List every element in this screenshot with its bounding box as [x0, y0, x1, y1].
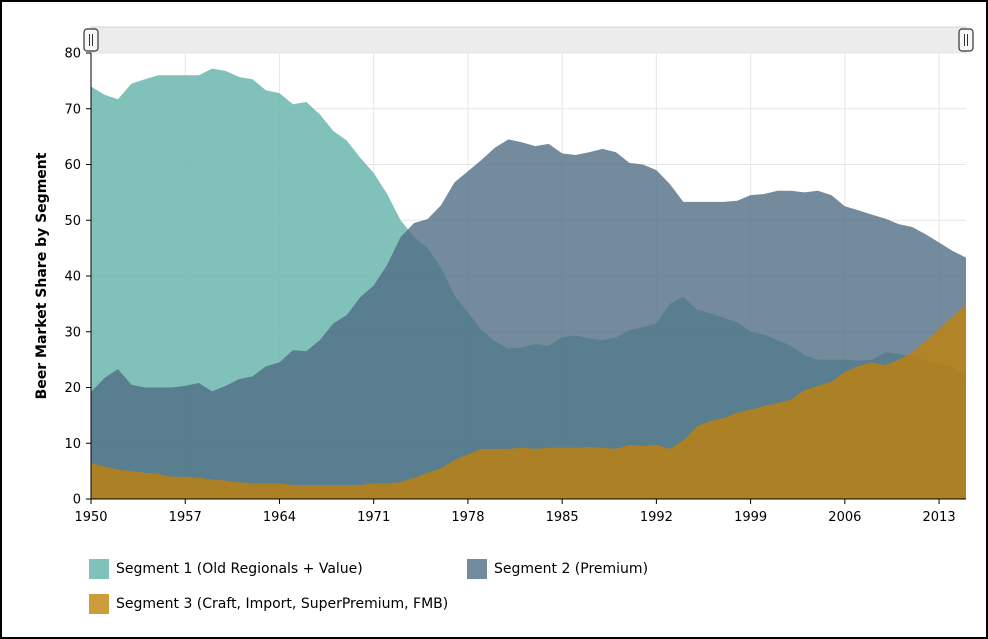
slider-track — [90, 26, 967, 54]
area-layers — [91, 68, 966, 500]
legend-swatch-segment-3 — [89, 594, 109, 614]
range-slider[interactable] — [83, 26, 974, 54]
y-tick-label: 20 — [64, 381, 81, 396]
y-tick-label: 40 — [64, 270, 81, 285]
x-tick-label: 2006 — [828, 510, 861, 525]
y-tick-label: 30 — [64, 325, 81, 340]
legend-label-segment-3: Segment 3 (Craft, Import, SuperPremium, … — [116, 596, 449, 612]
y-tick-label: 0 — [73, 493, 81, 508]
area-series-2 — [91, 139, 966, 499]
y-tick-label: 60 — [64, 158, 81, 173]
x-tick-label: 2013 — [923, 510, 956, 525]
x-tick-label: 1971 — [357, 510, 390, 525]
y-tick-label: 80 — [64, 47, 81, 62]
slider-handle-body — [958, 28, 974, 52]
legend-label-segment-1: Segment 1 (Old Regionals + Value) — [116, 561, 363, 577]
legend-item-segment-2[interactable]: Segment 2 (Premium) — [467, 559, 648, 579]
y-tick-label: 50 — [64, 214, 81, 229]
slider-handle-left[interactable] — [83, 28, 99, 52]
x-tick-label: 1992 — [640, 510, 673, 525]
slider-handle-body — [83, 28, 99, 52]
area-series-3 — [91, 303, 966, 499]
legend-item-segment-3[interactable]: Segment 3 (Craft, Import, SuperPremium, … — [89, 594, 448, 614]
slider-handle-right[interactable] — [958, 28, 974, 52]
legend-label-segment-2: Segment 2 (Premium) — [494, 561, 649, 577]
legend-swatch-segment-1 — [89, 559, 109, 579]
x-tick-label: 1978 — [451, 510, 484, 525]
legend-swatch-segment-2 — [467, 559, 487, 579]
x-tick-label: 1999 — [734, 510, 767, 525]
legend-item-segment-1[interactable]: Segment 1 (Old Regionals + Value) — [89, 559, 363, 579]
x-tick-label: 1957 — [169, 510, 202, 525]
y-tick-label: 10 — [64, 437, 81, 452]
x-tick-label: 1950 — [74, 510, 107, 525]
x-tick-label: 1985 — [546, 510, 579, 525]
axes: 0 10 20 30 40 50 60 70 80 1950 1957 1964 1971 1978 198… — [64, 47, 966, 525]
y-tick-label: 70 — [64, 102, 81, 117]
y-axis-title: Beer Market Share by Segment — [34, 152, 50, 399]
x-tick-label: 1964 — [263, 510, 296, 525]
